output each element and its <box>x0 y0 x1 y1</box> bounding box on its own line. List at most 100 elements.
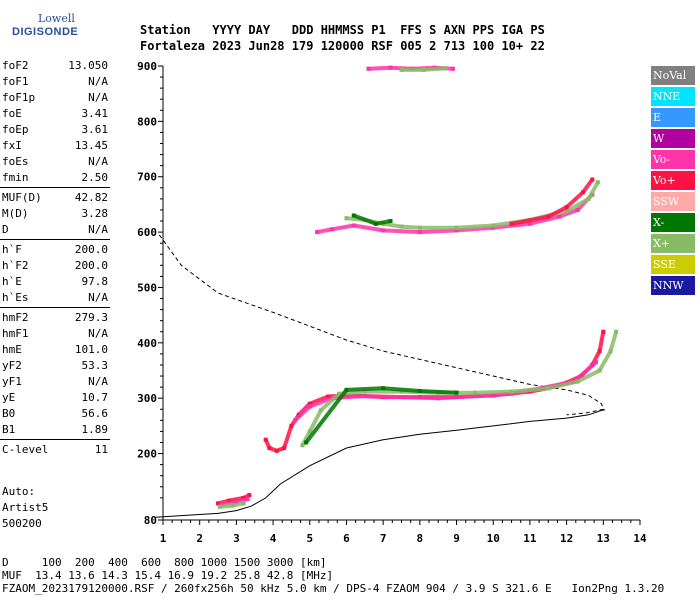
param-key: fxI <box>2 139 22 152</box>
param-value: 101.0 <box>74 343 108 356</box>
echo-point <box>326 394 331 399</box>
param-key: yE <box>2 391 16 404</box>
echo-point <box>362 389 367 394</box>
echo-point <box>557 214 562 219</box>
echo-point <box>300 443 305 448</box>
x-tick-label: 10 <box>487 532 500 545</box>
dashed-profile-line <box>158 234 604 416</box>
param-key: B0 <box>2 407 16 420</box>
param-row: h`Es N/A <box>0 290 110 306</box>
param-key: hmF1 <box>2 327 29 340</box>
header-label-station: Station <box>140 23 191 37</box>
echo-point <box>217 504 222 509</box>
echo-point <box>329 227 334 232</box>
echo-point <box>450 66 455 71</box>
echo-point <box>344 216 349 221</box>
echo-point <box>546 214 551 219</box>
param-value: 13.45 <box>74 139 108 152</box>
file-footer: FZAOM_2023179120000.RSF / 260fx256h 50 k… <box>2 582 665 595</box>
echo-point <box>399 224 404 229</box>
echo-trace <box>216 493 252 506</box>
echo-point <box>247 493 252 498</box>
echo-point <box>307 429 312 434</box>
echo-point <box>491 225 496 230</box>
echo-point <box>421 67 426 72</box>
header-label-ffs: FFS <box>400 23 422 37</box>
header-value-day: Jun28 <box>248 39 285 53</box>
header-label-hhmmss: HHMMSS <box>320 23 365 37</box>
param-key: hmE <box>2 343 22 356</box>
param-row: B1 1.89 <box>0 422 110 438</box>
header-label-s: S <box>429 23 437 37</box>
legend-item-xminus: X- <box>651 213 695 232</box>
param-separator <box>0 439 110 440</box>
y-tick-label: 600 <box>137 226 157 239</box>
echo-point <box>595 180 600 185</box>
echo-point <box>234 500 239 505</box>
legend-item-nne: NNE <box>651 87 695 106</box>
x-tick-label: 6 <box>343 532 350 545</box>
param-value: N/A <box>88 223 108 236</box>
echo-point <box>263 437 268 442</box>
distance-row: D 100 200 400 600 800 1000 1500 3000 [km… <box>2 556 327 569</box>
x-tick-label: 12 <box>560 532 573 545</box>
echo-point <box>293 418 298 423</box>
param-key: foE <box>2 107 22 120</box>
echo-point <box>399 67 404 72</box>
param-key: M(D) <box>2 207 29 220</box>
param-key: D <box>2 223 9 236</box>
echo-point <box>417 388 422 393</box>
param-key: C-level <box>2 443 49 456</box>
scaled-parameters-panel: foF2 13.050 foF1 N/A foF1p N/A foE 3.41 foEp 3.61… <box>0 58 110 458</box>
legend-item-vominus: Vo- <box>651 150 695 169</box>
header-labels: Station YYYY DAY DDD HHMMSS P1 FFS S AXN… <box>140 22 545 38</box>
logo-line-2: DIGISONDE <box>12 26 79 38</box>
param-separator <box>0 307 110 308</box>
param-value: 3.41 <box>81 107 109 120</box>
param-row: D N/A <box>0 222 110 238</box>
echo-point <box>307 401 312 406</box>
param-row: M(D) 3.28 <box>0 206 110 222</box>
param-row: fxI 13.45 <box>0 138 110 154</box>
legend-item-e: E <box>651 108 695 127</box>
echo-point <box>318 408 323 413</box>
param-key: h`Es <box>2 291 29 304</box>
echo-point <box>373 221 378 226</box>
param-value: N/A <box>88 75 108 88</box>
legend-item-voplus: Vo+ <box>651 171 695 190</box>
header-label-yyyy: YYYY <box>212 23 242 37</box>
echo-point <box>436 396 441 401</box>
param-value: 97.8 <box>81 275 109 288</box>
param-value: 1.89 <box>81 423 109 436</box>
header-label-ps: PS <box>530 23 545 37</box>
param-value: 2.50 <box>81 171 109 184</box>
param-value: 200.0 <box>74 243 108 256</box>
header-value-ffs: 005 <box>400 39 422 53</box>
param-value: N/A <box>88 155 108 168</box>
param-key: fmin <box>2 171 29 184</box>
param-key: foF1p <box>2 91 36 104</box>
param-key: foF2 <box>2 59 29 72</box>
echo-point <box>417 225 422 230</box>
header-value-hhmmss: 120000 <box>320 39 365 53</box>
digisonde-logo: Lowell DIGISONDE <box>0 4 80 44</box>
echo-point <box>274 448 279 453</box>
echo-point <box>267 446 272 451</box>
echo-point <box>351 223 356 228</box>
y-tick-label: 400 <box>137 337 157 350</box>
param-row: foEp 3.61 <box>0 122 110 138</box>
x-tick-label: 5 <box>306 532 313 545</box>
param-value: N/A <box>88 91 108 104</box>
param-separator <box>0 239 110 240</box>
y-tick-label: 900 <box>137 60 157 73</box>
echo-point <box>564 205 569 210</box>
param-row: MUF(D) 42.82 <box>0 190 110 206</box>
legend-item-nnw: NNW <box>651 276 695 295</box>
echo-point <box>289 423 294 428</box>
param-row: yF1 N/A <box>0 374 110 390</box>
header-label-ddd: DDD <box>291 23 314 37</box>
echo-point <box>245 496 250 501</box>
echo-point <box>472 390 477 395</box>
x-tick-label: 13 <box>597 532 610 545</box>
